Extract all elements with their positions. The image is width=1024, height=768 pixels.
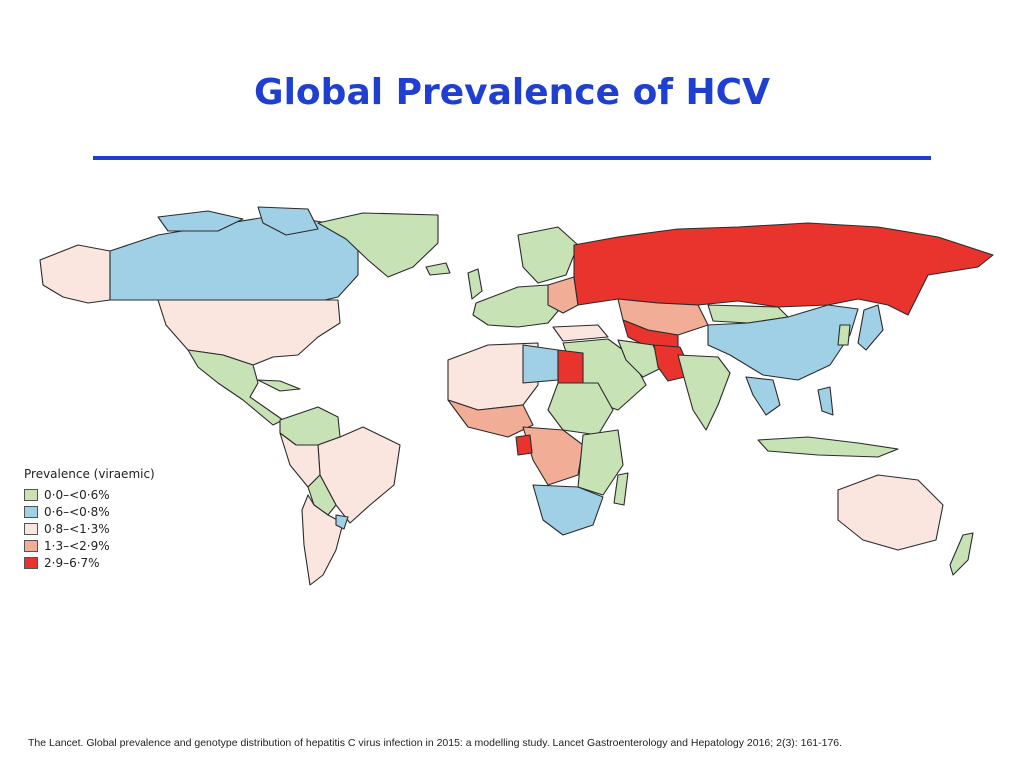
region-japan — [857, 304, 884, 351]
region-arctic-islands — [157, 210, 244, 232]
region-egypt — [557, 349, 584, 384]
region-iceland — [425, 262, 451, 276]
region-southeast-asia — [745, 376, 781, 416]
legend-label: 0·8–<1·3% — [44, 521, 110, 536]
prevalence-legend: Prevalence (viraemic) 0·0–<0·6% 0·6–<0·8… — [24, 467, 155, 571]
legend-item: 0·0–<0·6% — [24, 486, 155, 503]
region-indonesia — [757, 436, 899, 458]
region-central-africa — [522, 426, 584, 486]
region-alaska — [39, 244, 111, 304]
legend-label: 1·3–<2·9% — [44, 538, 110, 553]
legend-label: 0·6–<0·8% — [44, 504, 110, 519]
region-caribbean — [257, 379, 301, 392]
slide-title: Global Prevalence of HCV — [254, 72, 770, 113]
title-underline — [93, 156, 931, 160]
world-prevalence-map — [39, 206, 994, 586]
region-turkey — [552, 324, 609, 342]
region-usa — [157, 299, 341, 366]
region-philippines — [817, 386, 834, 416]
region-bolivia — [307, 474, 337, 516]
region-gabon — [515, 434, 533, 456]
region-libya — [522, 344, 559, 384]
legend-swatch — [24, 505, 38, 518]
legend-item: 1·3–<2·9% — [24, 537, 155, 554]
region-west-africa — [447, 399, 534, 438]
legend-swatch — [24, 488, 38, 501]
region-uruguay — [335, 514, 349, 530]
region-new-zealand — [949, 532, 974, 576]
region-madagascar — [613, 472, 629, 506]
region-east-africa — [577, 429, 624, 496]
region-korea — [837, 324, 851, 346]
region-western-europe — [472, 284, 564, 328]
legend-item: 0·8–<1·3% — [24, 520, 155, 537]
legend-swatch — [24, 539, 38, 552]
region-argentina — [301, 494, 344, 586]
region-baffin — [257, 206, 319, 236]
region-australia — [837, 474, 944, 551]
legend-title: Prevalence (viraemic) — [24, 467, 155, 481]
region-india — [677, 354, 731, 431]
citation-text: The Lancet. Global prevalence and genoty… — [28, 737, 843, 749]
legend-swatch — [24, 556, 38, 569]
region-canada — [109, 214, 359, 306]
region-iran — [617, 339, 664, 378]
region-scandinavia — [517, 226, 579, 284]
region-greenland — [317, 212, 439, 278]
legend-item: 0·6–<0·8% — [24, 503, 155, 520]
region-eastern-europe — [547, 276, 579, 314]
region-southern-africa — [532, 484, 604, 536]
region-mexico — [187, 349, 284, 426]
legend-swatch — [24, 522, 38, 535]
region-china — [707, 304, 859, 381]
region-uk — [467, 268, 483, 300]
legend-label: 2·9–6·7% — [44, 555, 100, 570]
legend-label: 0·0–<0·6% — [44, 487, 110, 502]
legend-item: 2·9–6·7% — [24, 554, 155, 571]
